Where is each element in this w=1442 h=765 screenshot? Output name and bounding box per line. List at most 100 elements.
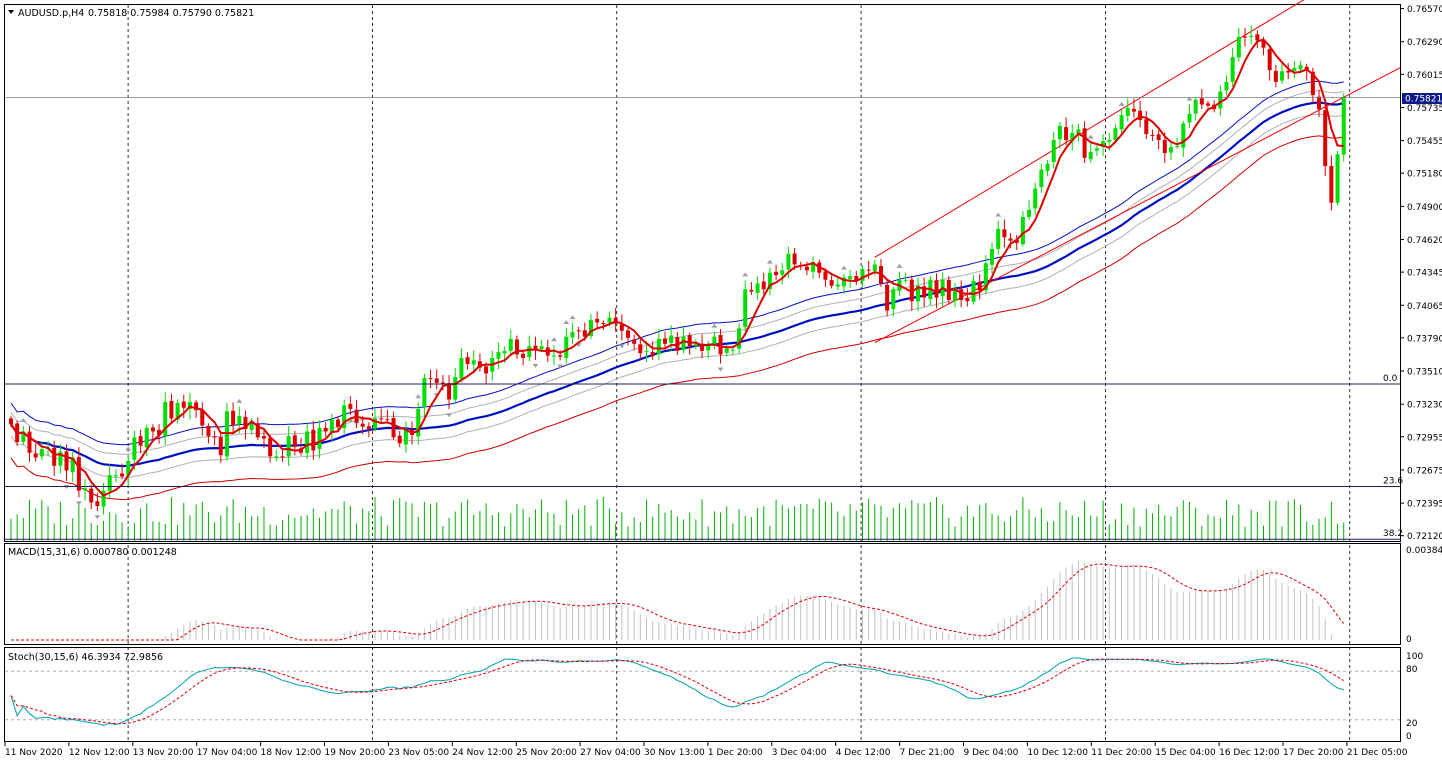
candle-body <box>169 400 174 419</box>
candle-body <box>311 429 316 451</box>
candle-body <box>1002 229 1007 238</box>
candle-body <box>582 330 587 337</box>
fractal-arrow <box>1087 134 1094 139</box>
candle-body <box>9 418 13 425</box>
candle-body <box>1267 49 1272 71</box>
fractal-arrow <box>742 272 749 277</box>
candle-body <box>915 285 920 302</box>
fractal-arrow <box>896 263 903 268</box>
main-panel[interactable] <box>4 4 1401 542</box>
time-axis: 11 Nov 2020 12 Nov 12:00 13 Nov 20:00 17 No… <box>4 742 1408 758</box>
candle-body <box>1076 129 1081 134</box>
fractal-arrow <box>94 515 101 520</box>
candle-body <box>89 488 94 503</box>
candle-body <box>95 501 100 507</box>
candle-body <box>607 317 612 323</box>
candle-body <box>255 423 260 438</box>
candle-body <box>471 360 476 365</box>
fractal-arrow <box>20 418 27 423</box>
price-tick-label: 0.73510 <box>1407 368 1442 378</box>
fractal-arrow <box>532 363 539 368</box>
candle-body <box>755 283 760 293</box>
fast-moving-average <box>10 38 1344 497</box>
macd-series <box>11 560 1345 641</box>
candle-body <box>126 461 131 476</box>
price-tick-label: 0.74620 <box>1407 236 1442 246</box>
collapse-triangle-icon[interactable] <box>8 10 14 14</box>
candle-body <box>885 284 890 311</box>
price-tick-label: 0.75180 <box>1407 170 1442 180</box>
price-tick-label: 0.75455 <box>1407 137 1442 147</box>
candle-body <box>305 431 310 453</box>
time-tick-label: 17 Nov 04:00 <box>197 748 258 758</box>
candle-body <box>1051 140 1056 163</box>
candle-body <box>1162 140 1167 154</box>
candle-body <box>496 352 501 359</box>
candle-body <box>891 289 896 309</box>
time-tick-label: 30 Nov 13:00 <box>644 748 705 758</box>
candle-body <box>811 262 816 272</box>
candle-body <box>1119 115 1124 130</box>
candle-body <box>1033 188 1038 209</box>
candle-body <box>521 353 526 358</box>
candle-body <box>187 401 192 409</box>
stoch-signal-line <box>10 658 1344 725</box>
candle-body <box>749 289 754 292</box>
price-tick-label: 0.74345 <box>1407 269 1442 279</box>
fractal-arrow <box>236 398 243 403</box>
time-tick-label: 7 Dec 21:00 <box>900 748 955 758</box>
fractal-arrow <box>618 344 625 349</box>
candle-body <box>1224 81 1229 91</box>
candle-body <box>1070 132 1075 142</box>
price-tick-label: 0.73790 <box>1407 334 1442 344</box>
candle-body <box>150 427 155 432</box>
candle-body <box>792 253 797 265</box>
candle-body <box>829 280 834 286</box>
candle-body <box>1317 96 1322 110</box>
candle-body <box>860 269 865 281</box>
candle-body <box>588 320 593 337</box>
candle-body <box>113 475 118 477</box>
candle-body <box>1273 70 1278 82</box>
candle-body <box>261 436 266 439</box>
candle-body <box>1150 135 1155 137</box>
candle-body <box>107 475 112 491</box>
candle-body <box>360 423 365 427</box>
candle-body <box>977 282 982 291</box>
macd-panel[interactable] <box>4 543 1401 645</box>
candle-body <box>712 336 717 346</box>
time-tick-label: 25 Nov 20:00 <box>516 748 577 758</box>
candle-body <box>909 279 914 302</box>
fractal-arrow <box>995 212 1002 217</box>
candle-body <box>1181 123 1186 148</box>
time-tick-label: 4 Dec 12:00 <box>836 748 891 758</box>
candle-body <box>385 419 390 421</box>
candle-body <box>1329 165 1334 203</box>
time-tick-label: 17 Dec 20:00 <box>1283 748 1344 758</box>
candle-body <box>848 276 853 280</box>
candle-body <box>1138 110 1143 120</box>
candle-body <box>70 457 75 473</box>
candle-body <box>83 488 88 491</box>
candle-body <box>194 402 199 411</box>
price-tick-label: 0.76570 <box>1407 5 1442 15</box>
candle-body <box>1310 71 1315 96</box>
time-tick-label: 11 Dec 20:00 <box>1091 748 1152 758</box>
candle-body <box>1107 140 1112 142</box>
candle-body <box>780 270 785 275</box>
candle-body <box>551 355 556 357</box>
macd-tick-top: 0.00384 <box>1406 546 1442 556</box>
candle-body <box>595 318 600 323</box>
fractal-arrow <box>125 446 132 451</box>
current-price-label: 0.75821 <box>1405 95 1442 105</box>
candle-body <box>379 418 384 420</box>
candle-body <box>1131 108 1136 112</box>
candle-body <box>934 280 939 298</box>
candle-body <box>953 288 958 301</box>
time-tick-label: 9 Dec 04:00 <box>964 748 1019 758</box>
candle-body <box>1057 125 1062 140</box>
candle-body <box>1323 110 1328 167</box>
candle-body <box>1292 67 1297 72</box>
candle-body <box>329 419 334 432</box>
